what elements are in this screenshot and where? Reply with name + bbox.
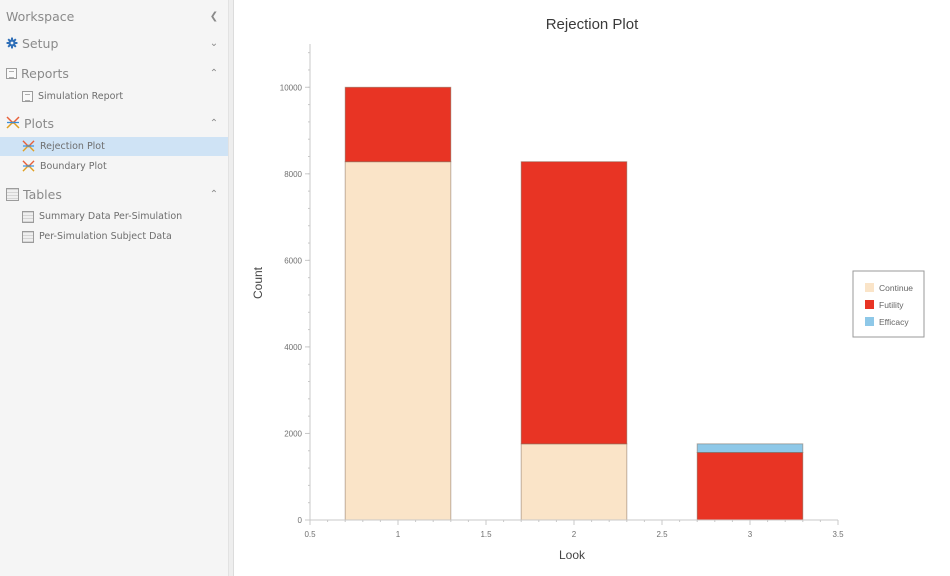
section-tables[interactable]: Tables ⌃ [6, 184, 221, 204]
legend-label: Futility [879, 300, 904, 310]
item-label: Simulation Report [38, 91, 124, 102]
section-setup[interactable]: Setup ⌄ [6, 33, 221, 53]
svg-text:8000: 8000 [284, 170, 302, 179]
chevron-left-icon[interactable]: ❮ [209, 10, 219, 22]
plot-icon [6, 114, 20, 133]
svg-text:2: 2 [572, 530, 577, 539]
section-label: Plots [24, 115, 55, 131]
sidebar-item-subject-data[interactable]: Per-Simulation Subject Data [0, 227, 228, 246]
sidebar-item-rejection-plot[interactable]: Rejection Plot [0, 137, 228, 156]
svg-text:1: 1 [396, 530, 401, 539]
bar-segment-futility [696, 451, 804, 521]
svg-text:4000: 4000 [284, 343, 302, 352]
gear-icon [6, 34, 18, 53]
svg-text:3.5: 3.5 [832, 530, 844, 539]
legend-label: Efficacy [879, 317, 909, 327]
workspace-title: Workspace [6, 8, 75, 24]
sidebar-item-boundary-plot[interactable]: Boundary Plot [0, 157, 228, 176]
legend-swatch-continue [865, 283, 874, 292]
y-axis-label: Count [251, 266, 265, 299]
item-label: Rejection Plot [40, 141, 105, 152]
bar-segment-continue [344, 161, 452, 521]
table-icon [6, 187, 19, 201]
legend-swatch-futility [865, 300, 874, 309]
svg-text:10000: 10000 [280, 83, 303, 92]
item-label: Per-Simulation Subject Data [39, 231, 172, 242]
svg-text:0: 0 [298, 516, 303, 525]
workspace-header: Workspace ❮ [6, 7, 221, 25]
x-axis-label: Look [559, 548, 586, 562]
bar-segment-continue [520, 443, 628, 521]
section-plots[interactable]: Plots ⌃ [6, 113, 221, 133]
rejection-plot-chart: 0 2000 4000 6000 8000 10000 0.5 1 1.5 2 2.5 3 3.5 Loo… [251, 44, 925, 562]
chevron-up-icon[interactable]: ⌃ [209, 188, 219, 200]
svg-text:1.5: 1.5 [480, 530, 492, 539]
plot-panel: Rejection Plot 0 2000 4000 6000 8000 10000 0.5… [234, 0, 950, 576]
chart-title: Rejection Plot [545, 16, 639, 33]
section-label: Setup [22, 35, 59, 51]
section-label: Tables [23, 186, 62, 202]
svg-text:6000: 6000 [284, 256, 302, 265]
plot-icon [22, 157, 35, 176]
bar-segment-futility [520, 161, 628, 445]
section-label: Reports [21, 65, 69, 81]
legend-swatch-efficacy [865, 317, 874, 326]
bar-segment-efficacy [696, 443, 804, 453]
svg-text:3: 3 [748, 530, 753, 539]
item-label: Boundary Plot [40, 161, 107, 172]
chevron-down-icon[interactable]: ⌄ [209, 37, 219, 49]
report-icon [6, 67, 17, 79]
svg-text:0.5: 0.5 [304, 530, 316, 539]
panel-splitter[interactable] [229, 0, 234, 576]
table-icon [22, 230, 34, 243]
sidebar-item-simulation-report[interactable]: Simulation Report [0, 87, 228, 106]
plot-icon [22, 137, 35, 156]
chevron-up-icon[interactable]: ⌃ [209, 117, 219, 129]
workspace-sidebar: Workspace ❮ Setup ⌄ Reports ⌃ Simulation… [0, 0, 229, 576]
svg-text:2.5: 2.5 [656, 530, 668, 539]
bar-segment-futility [344, 86, 452, 163]
chevron-up-icon[interactable]: ⌃ [209, 67, 219, 79]
item-label: Summary Data Per-Simulation [39, 211, 183, 222]
report-icon [22, 91, 33, 102]
legend-label: Continue [879, 283, 913, 293]
section-reports[interactable]: Reports ⌃ [6, 63, 221, 83]
sidebar-item-summary-data[interactable]: Summary Data Per-Simulation [0, 207, 228, 226]
svg-text:2000: 2000 [284, 429, 302, 438]
chart-legend [852, 270, 925, 338]
table-icon [22, 210, 34, 223]
